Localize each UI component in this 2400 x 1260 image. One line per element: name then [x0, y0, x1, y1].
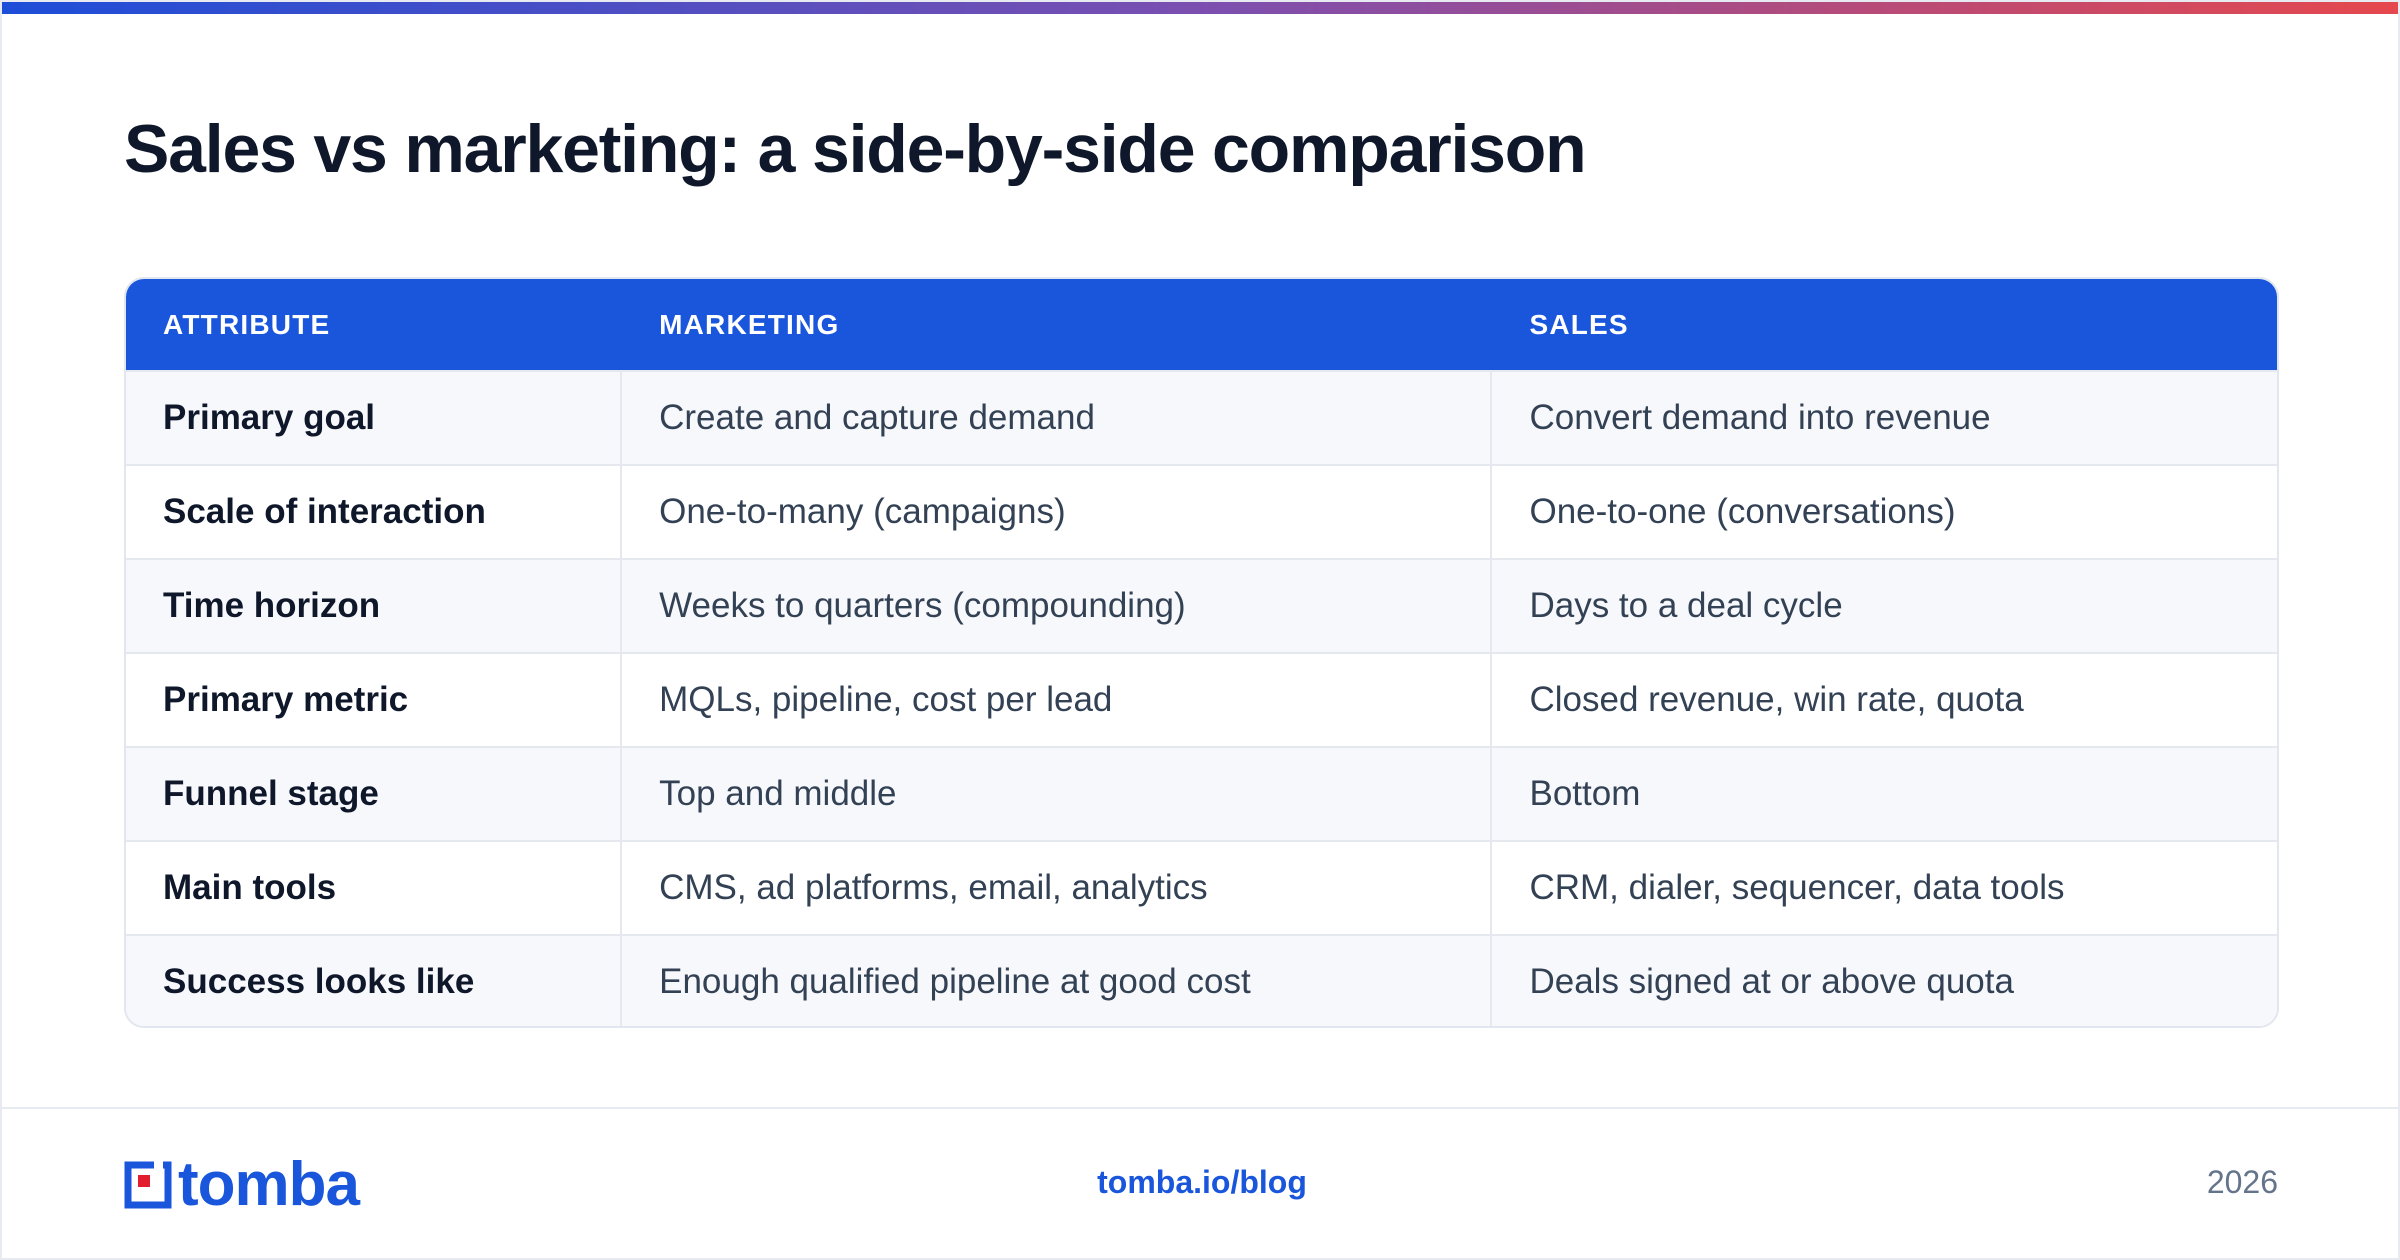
attribute-cell: Funnel stage [126, 748, 623, 840]
sales-cell: Bottom [1529, 774, 1641, 813]
header-sales: SALES [1529, 308, 1629, 340]
sales-cell: Convert demand into revenue [1529, 398, 1991, 437]
table-row: Time horizon Weeks to quarters (compound… [126, 558, 2277, 652]
sales-cell: Days to a deal cycle [1529, 586, 1843, 625]
comparison-table: ATTRIBUTE MARKETING SALES Primary goal C… [124, 277, 2279, 1028]
marketing-cell: Weeks to quarters (compounding) [622, 560, 1493, 652]
page-title: Sales vs marketing: a side-by-side compa… [124, 111, 1587, 187]
footer-year: 2026 [2206, 1164, 2278, 1200]
footer-divider [2, 1107, 2398, 1109]
sales-cell: Deals signed at or above quota [1529, 962, 2014, 1001]
table-row: Funnel stage Top and middle Bottom [126, 746, 2277, 840]
attribute-cell: Success looks like [126, 936, 623, 1026]
marketing-cell: CMS, ad platforms, email, analytics [622, 842, 1493, 934]
marketing-cell: MQLs, pipeline, cost per lead [622, 654, 1493, 746]
top-gradient-bar [2, 2, 2398, 14]
sales-cell: CRM, dialer, sequencer, data tools [1529, 868, 2065, 907]
attribute-cell: Primary metric [126, 654, 623, 746]
attribute-cell: Primary goal [126, 372, 623, 464]
table-row: Scale of interaction One-to-many (campai… [126, 464, 2277, 558]
blog-link[interactable]: tomba.io/blog [1097, 1164, 1307, 1200]
table-row: Primary goal Create and capture demand C… [126, 370, 2277, 464]
sales-cell: One-to-one (conversations) [1529, 492, 1956, 531]
marketing-cell: One-to-many (campaigns) [622, 466, 1493, 558]
table-row: Primary metric MQLs, pipeline, cost per … [126, 652, 2277, 746]
table-row: Success looks like Enough qualified pipe… [126, 934, 2277, 1026]
header-attribute: ATTRIBUTE [163, 308, 331, 340]
attribute-cell: Main tools [126, 842, 623, 934]
marketing-cell: Top and middle [622, 748, 1493, 840]
attribute-cell: Time horizon [126, 560, 623, 652]
tomba-logo[interactable]: tomba [124, 1150, 360, 1219]
tomba-logo-icon [124, 1161, 172, 1209]
attribute-cell: Scale of interaction [126, 466, 623, 558]
sales-cell: Closed revenue, win rate, quota [1529, 680, 2024, 719]
marketing-cell: Enough qualified pipeline at good cost [622, 936, 1493, 1026]
header-marketing: MARKETING [659, 308, 840, 340]
marketing-cell: Create and capture demand [622, 372, 1493, 464]
table-row: Main tools CMS, ad platforms, email, ana… [126, 840, 2277, 934]
logo-wordmark: tomba [178, 1150, 360, 1219]
table-header-row: ATTRIBUTE MARKETING SALES [126, 279, 2277, 370]
